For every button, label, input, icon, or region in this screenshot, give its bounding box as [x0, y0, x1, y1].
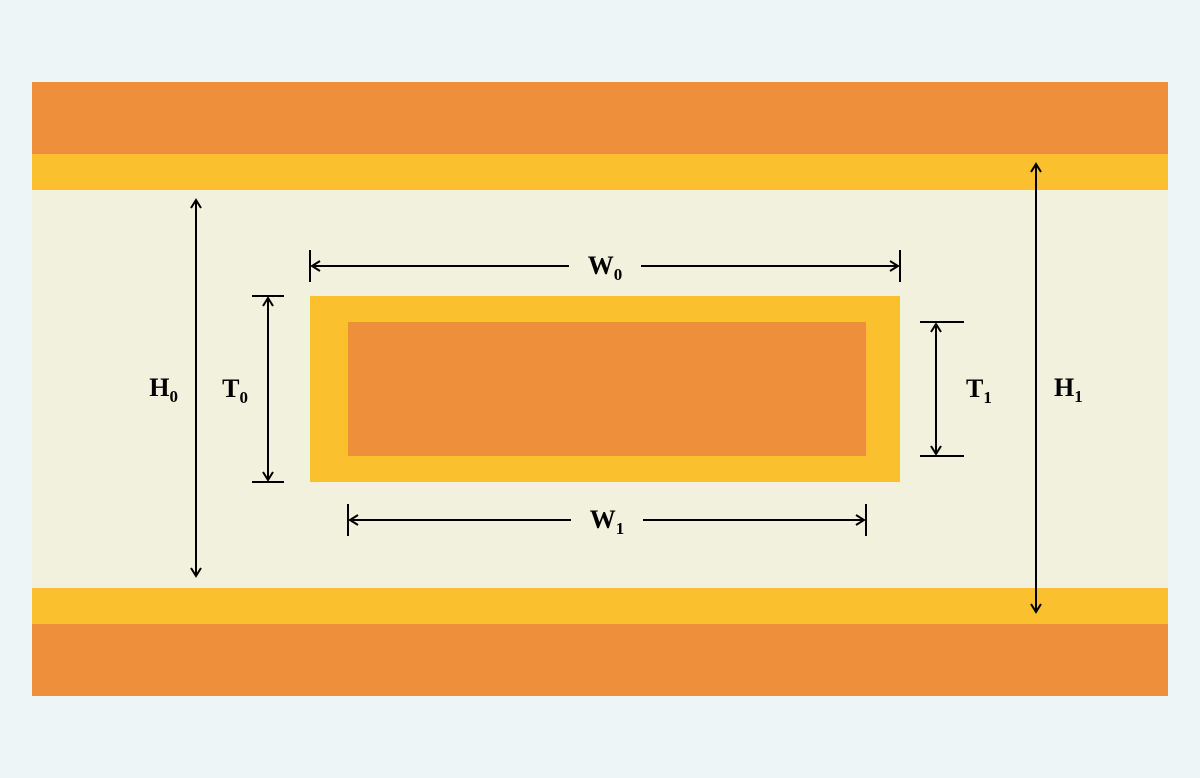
band-top-orange: [32, 82, 1168, 154]
band-bottom-yellow: [32, 588, 1168, 624]
band-top-yellow: [32, 154, 1168, 190]
core-inner: [348, 322, 866, 456]
band-bottom-orange: [32, 624, 1168, 696]
cross-section-diagram: W0W1H0H1T0T1: [0, 0, 1200, 778]
